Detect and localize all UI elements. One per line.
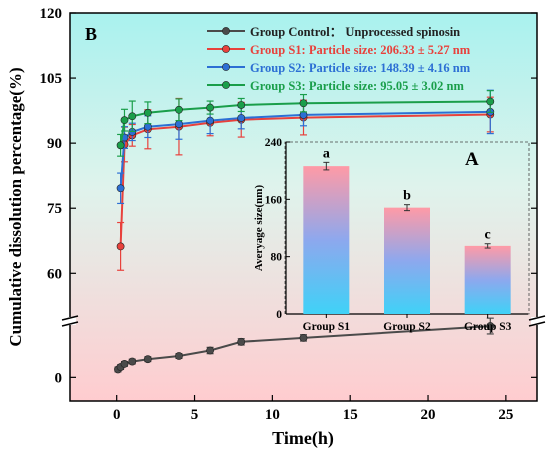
legend-swatch-marker — [222, 45, 230, 53]
inset-y-tick-label: 240 — [265, 137, 283, 149]
data-point — [116, 184, 125, 193]
data-point — [116, 141, 125, 150]
data-point — [486, 97, 495, 106]
y-tick-label: 120 — [40, 6, 63, 22]
legend-label: Group S3: Particle size: 95.05 ± 3.02 nm — [250, 79, 464, 93]
axis-break-right — [528, 315, 546, 327]
data-point — [299, 99, 308, 108]
x-tick-label: 0 — [113, 407, 121, 423]
data-point — [143, 108, 152, 117]
significance-letter: c — [485, 228, 491, 243]
panel-label-b: B — [85, 24, 97, 44]
legend-swatch-marker — [222, 81, 230, 89]
data-point — [237, 101, 246, 109]
data-point — [237, 114, 246, 122]
inset-y-tick-label: 0 — [276, 309, 282, 321]
y-tick-label: 0 — [55, 370, 63, 386]
data-point — [128, 357, 137, 366]
inset-bar — [384, 207, 430, 314]
data-point — [237, 337, 246, 346]
legend-label: Group S2: Particle size: 148.39 ± 4.16 n… — [250, 61, 471, 75]
data-point — [175, 120, 183, 128]
inset-y-tick-label: 80 — [271, 252, 283, 264]
data-point — [486, 322, 495, 330]
inset-category-label: Group S1 — [303, 321, 351, 333]
legend-swatch-marker — [222, 63, 230, 71]
legend-label: Group S1: Particle size: 206.33 ± 5.27 n… — [250, 43, 471, 57]
data-point — [120, 116, 129, 125]
series-3 — [116, 90, 495, 157]
x-axis-title: Time(h) — [272, 428, 334, 449]
data-point — [175, 352, 183, 360]
significance-letter: a — [323, 146, 330, 161]
y-tick-label: 60 — [47, 266, 62, 282]
panel-label-a: A — [465, 149, 479, 170]
inset-y-tick-label: 160 — [265, 194, 283, 206]
data-point — [206, 346, 214, 355]
x-tick-label: 15 — [343, 407, 358, 423]
data-point — [206, 116, 214, 125]
inset-y-axis-title: Averyage size(nm) — [253, 185, 265, 272]
y-tick-label: 105 — [40, 71, 63, 87]
axis-break-left — [61, 315, 79, 327]
data-point — [143, 355, 152, 364]
data-point — [206, 103, 214, 112]
data-point — [120, 360, 129, 368]
y-axis-title: Cumulative dissolution percentage(%) — [6, 67, 25, 346]
inset-bar — [303, 166, 350, 314]
inset-category-label: Group S2 — [383, 321, 431, 333]
main-axes: 0 5 10 15 20 25 0 60 75 90 105 120 — [40, 6, 537, 423]
significance-letter: b — [403, 189, 411, 204]
y-tick-label: 75 — [47, 201, 62, 217]
data-point — [299, 333, 308, 342]
x-tick-label: 20 — [421, 407, 436, 423]
series-0 — [114, 317, 495, 374]
inset-bar — [464, 245, 511, 314]
legend-swatch-marker — [222, 27, 230, 35]
inset-category-label: Group S3 — [464, 321, 512, 333]
series-layer — [114, 89, 495, 374]
data-point — [128, 112, 137, 121]
inset-bar-chart: 0 80 160 240 a Group S1 b Group S2 c Group S3 — [265, 137, 528, 333]
x-tick-label: 10 — [265, 407, 280, 423]
data-point — [116, 242, 125, 251]
y-tick-label: 90 — [47, 136, 62, 152]
legend-label: Group Control： Unprocessed spinosin — [250, 25, 460, 39]
data-point — [175, 105, 183, 114]
x-tick-label: 5 — [191, 407, 199, 423]
series-2 — [116, 89, 495, 205]
legend: Group Control： Unprocessed spinosin Group… — [207, 25, 471, 93]
x-tick-label: 25 — [498, 407, 513, 423]
